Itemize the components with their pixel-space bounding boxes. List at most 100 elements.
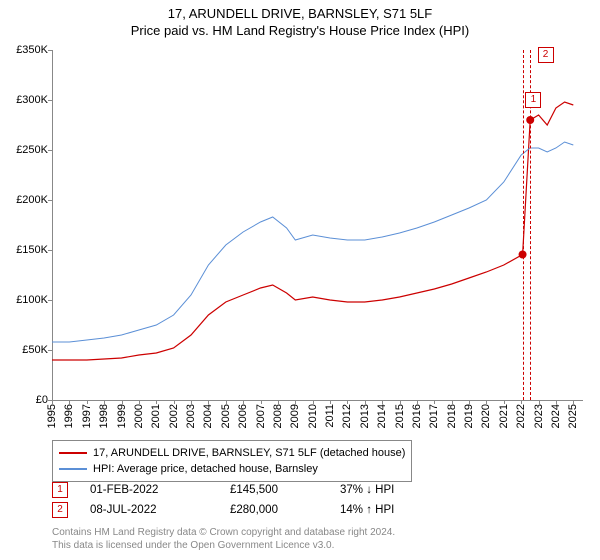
- x-tick-label: 2025: [567, 404, 579, 428]
- x-tick-label: 2004: [202, 404, 214, 428]
- x-tick-label: 2016: [411, 404, 423, 428]
- x-tick-mark: [434, 400, 435, 404]
- x-tick-label: 2010: [307, 404, 319, 428]
- x-tick-label: 2019: [463, 404, 475, 428]
- x-tick-mark: [191, 400, 192, 404]
- y-tick-mark: [48, 150, 52, 151]
- legend-swatch: [59, 452, 87, 454]
- chart-header: 17, ARUNDELL DRIVE, BARNSLEY, S71 5LF Pr…: [0, 0, 600, 38]
- transaction-date: 08-JUL-2022: [90, 504, 230, 516]
- x-tick-label: 2011: [324, 404, 336, 428]
- x-tick-label: 2012: [341, 404, 353, 428]
- transaction-rows: 1 01-FEB-2022 £145,500 37% ↓ HPI 2 08-JU…: [52, 480, 450, 520]
- marker-badge: 1: [52, 482, 68, 498]
- x-tick-mark: [295, 400, 296, 404]
- x-tick-mark: [347, 400, 348, 404]
- x-tick-mark: [400, 400, 401, 404]
- plot-svg: [52, 50, 582, 400]
- x-tick-label: 2009: [289, 404, 301, 428]
- x-tick-mark: [278, 400, 279, 404]
- x-tick-label: 2022: [515, 404, 527, 428]
- legend-row: HPI: Average price, detached house, Barn…: [59, 461, 405, 477]
- x-tick-mark: [261, 400, 262, 404]
- x-tick-label: 2015: [394, 404, 406, 428]
- x-tick-label: 2017: [428, 404, 440, 428]
- x-tick-mark: [469, 400, 470, 404]
- transaction-row: 1 01-FEB-2022 £145,500 37% ↓ HPI: [52, 480, 450, 500]
- transaction-price: £280,000: [230, 504, 340, 516]
- footnote: Contains HM Land Registry data © Crown c…: [52, 526, 395, 552]
- x-tick-label: 2002: [168, 404, 180, 428]
- y-tick-mark: [48, 100, 52, 101]
- y-tick-label: £50K: [22, 344, 48, 356]
- x-tick-mark: [52, 400, 53, 404]
- y-tick-mark: [48, 350, 52, 351]
- x-tick-label: 2021: [498, 404, 510, 428]
- x-tick-mark: [521, 400, 522, 404]
- footnote-line: This data is licensed under the Open Gov…: [52, 539, 395, 552]
- x-tick-label: 1997: [81, 404, 93, 428]
- x-tick-mark: [122, 400, 123, 404]
- x-tick-mark: [226, 400, 227, 404]
- x-tick-mark: [365, 400, 366, 404]
- x-tick-mark: [243, 400, 244, 404]
- x-tick-mark: [452, 400, 453, 404]
- y-tick-mark: [48, 250, 52, 251]
- transaction-vs-hpi: 37% ↓ HPI: [340, 484, 450, 496]
- transaction-price: £145,500: [230, 484, 340, 496]
- x-tick-mark: [208, 400, 209, 404]
- x-tick-mark: [330, 400, 331, 404]
- x-tick-mark: [573, 400, 574, 404]
- marker-label: 2: [538, 47, 554, 63]
- x-tick-label: 2006: [237, 404, 249, 428]
- x-tick-label: 2001: [150, 404, 162, 428]
- x-tick-label: 2014: [376, 404, 388, 428]
- x-tick-mark: [87, 400, 88, 404]
- y-tick-mark: [48, 300, 52, 301]
- x-tick-mark: [504, 400, 505, 404]
- x-tick-mark: [556, 400, 557, 404]
- x-tick-mark: [139, 400, 140, 404]
- marker-vline: [523, 50, 524, 400]
- x-tick-mark: [417, 400, 418, 404]
- series-line-price_paid: [52, 102, 573, 360]
- transaction-vs-hpi: 14% ↑ HPI: [340, 504, 450, 516]
- legend-label: 17, ARUNDELL DRIVE, BARNSLEY, S71 5LF (d…: [93, 447, 405, 459]
- x-tick-label: 2018: [446, 404, 458, 428]
- x-tick-label: 2005: [220, 404, 232, 428]
- x-tick-label: 2020: [480, 404, 492, 428]
- y-tick-label: £200K: [16, 194, 48, 206]
- x-tick-label: 1995: [46, 404, 58, 428]
- x-tick-mark: [539, 400, 540, 404]
- x-tick-label: 1996: [63, 404, 75, 428]
- transaction-row: 2 08-JUL-2022 £280,000 14% ↑ HPI: [52, 500, 450, 520]
- y-tick-label: £300K: [16, 94, 48, 106]
- x-tick-mark: [174, 400, 175, 404]
- chart-subtitle: Price paid vs. HM Land Registry's House …: [0, 23, 600, 38]
- x-tick-label: 2000: [133, 404, 145, 428]
- x-tick-mark: [313, 400, 314, 404]
- y-tick-mark: [48, 200, 52, 201]
- y-tick-label: £100K: [16, 294, 48, 306]
- x-tick-label: 1998: [98, 404, 110, 428]
- series-line-hpi: [52, 142, 573, 342]
- x-tick-label: 2023: [533, 404, 545, 428]
- x-tick-label: 2007: [255, 404, 267, 428]
- x-tick-mark: [104, 400, 105, 404]
- x-tick-label: 1999: [116, 404, 128, 428]
- legend-row: 17, ARUNDELL DRIVE, BARNSLEY, S71 5LF (d…: [59, 445, 405, 461]
- x-tick-mark: [382, 400, 383, 404]
- y-tick-label: £250K: [16, 144, 48, 156]
- x-tick-mark: [156, 400, 157, 404]
- legend-label: HPI: Average price, detached house, Barn…: [93, 463, 318, 475]
- legend: 17, ARUNDELL DRIVE, BARNSLEY, S71 5LF (d…: [52, 440, 412, 482]
- x-tick-label: 2024: [550, 404, 562, 428]
- x-tick-mark: [69, 400, 70, 404]
- chart-title: 17, ARUNDELL DRIVE, BARNSLEY, S71 5LF: [0, 6, 600, 21]
- y-tick-label: £150K: [16, 244, 48, 256]
- legend-swatch: [59, 468, 87, 470]
- chart-plot-area: £0£50K£100K£150K£200K£250K£300K£350K 199…: [52, 50, 582, 400]
- footnote-line: Contains HM Land Registry data © Crown c…: [52, 526, 395, 539]
- x-tick-label: 2013: [359, 404, 371, 428]
- y-tick-label: £350K: [16, 44, 48, 56]
